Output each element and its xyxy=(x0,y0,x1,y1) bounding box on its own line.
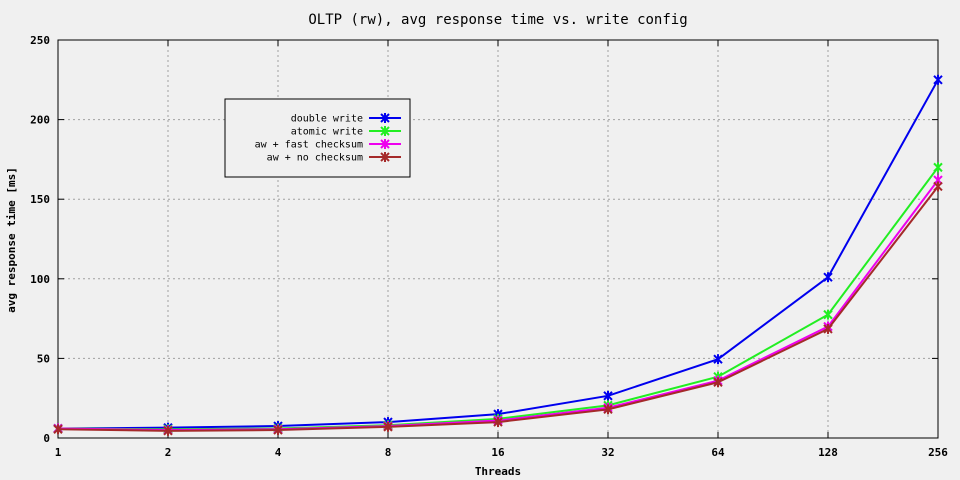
legend-entry-aw-no-checksum: aw + no checksum xyxy=(267,152,401,164)
x-tick-label: 128 xyxy=(818,446,838,459)
x-tick-label: 256 xyxy=(928,446,948,459)
x-tick-label: 4 xyxy=(275,446,282,459)
x-tick-label: 2 xyxy=(165,446,172,459)
data-point xyxy=(383,421,393,432)
data-point xyxy=(823,309,833,320)
legend-label: atomic write xyxy=(291,127,363,138)
grid xyxy=(58,40,938,438)
data-point xyxy=(933,181,943,192)
legend-label: aw + fast checksum xyxy=(255,140,363,151)
y-tick-label: 250 xyxy=(30,34,50,47)
data-point xyxy=(823,272,833,283)
chart-title: OLTP (rw), avg response time vs. write c… xyxy=(308,12,687,28)
data-point xyxy=(53,424,63,435)
y-tick-label: 100 xyxy=(30,273,50,286)
x-tick-label: 1 xyxy=(55,446,62,459)
data-point xyxy=(933,162,943,173)
series-aw-no-checksum xyxy=(53,181,943,436)
y-axis-label: avg response time [ms] xyxy=(5,167,18,313)
data-point xyxy=(933,74,943,85)
legend-box xyxy=(224,98,411,178)
legend-marker xyxy=(380,113,390,123)
legend: double write atomic write aw + fast checks… xyxy=(224,98,411,178)
data-point xyxy=(823,323,833,334)
y-tick-label: 50 xyxy=(37,352,50,365)
data-point xyxy=(603,390,613,401)
x-tick-label: 8 xyxy=(385,446,392,459)
data-point xyxy=(713,377,723,388)
x-tick-label: 16 xyxy=(491,446,505,459)
x-tick-label: 64 xyxy=(711,446,725,459)
ticks: 0 50 100 150 200 250 1 2 4 8 16 32 64 128 256 xyxy=(30,34,948,459)
legend-label: aw + no checksum xyxy=(267,153,363,164)
data-point xyxy=(273,425,283,436)
legend-marker xyxy=(380,126,390,136)
legend-marker xyxy=(380,152,390,162)
y-tick-label: 200 xyxy=(30,114,50,127)
series-layer xyxy=(53,74,943,436)
x-axis-label: Threads xyxy=(475,465,521,478)
data-point xyxy=(493,417,503,428)
legend-entry-aw-fast-checksum: aw + fast checksum xyxy=(255,139,401,151)
legend-marker xyxy=(380,139,390,149)
x-tick-label: 32 xyxy=(601,446,614,459)
legend-entry-double-write: double write xyxy=(291,113,401,125)
y-tick-label: 150 xyxy=(30,193,50,206)
data-point xyxy=(163,425,173,436)
data-point xyxy=(603,404,613,415)
y-tick-label: 0 xyxy=(43,432,50,445)
legend-entry-atomic-write: atomic write xyxy=(291,126,401,138)
legend-label: double write xyxy=(291,114,363,125)
data-point xyxy=(713,354,723,365)
